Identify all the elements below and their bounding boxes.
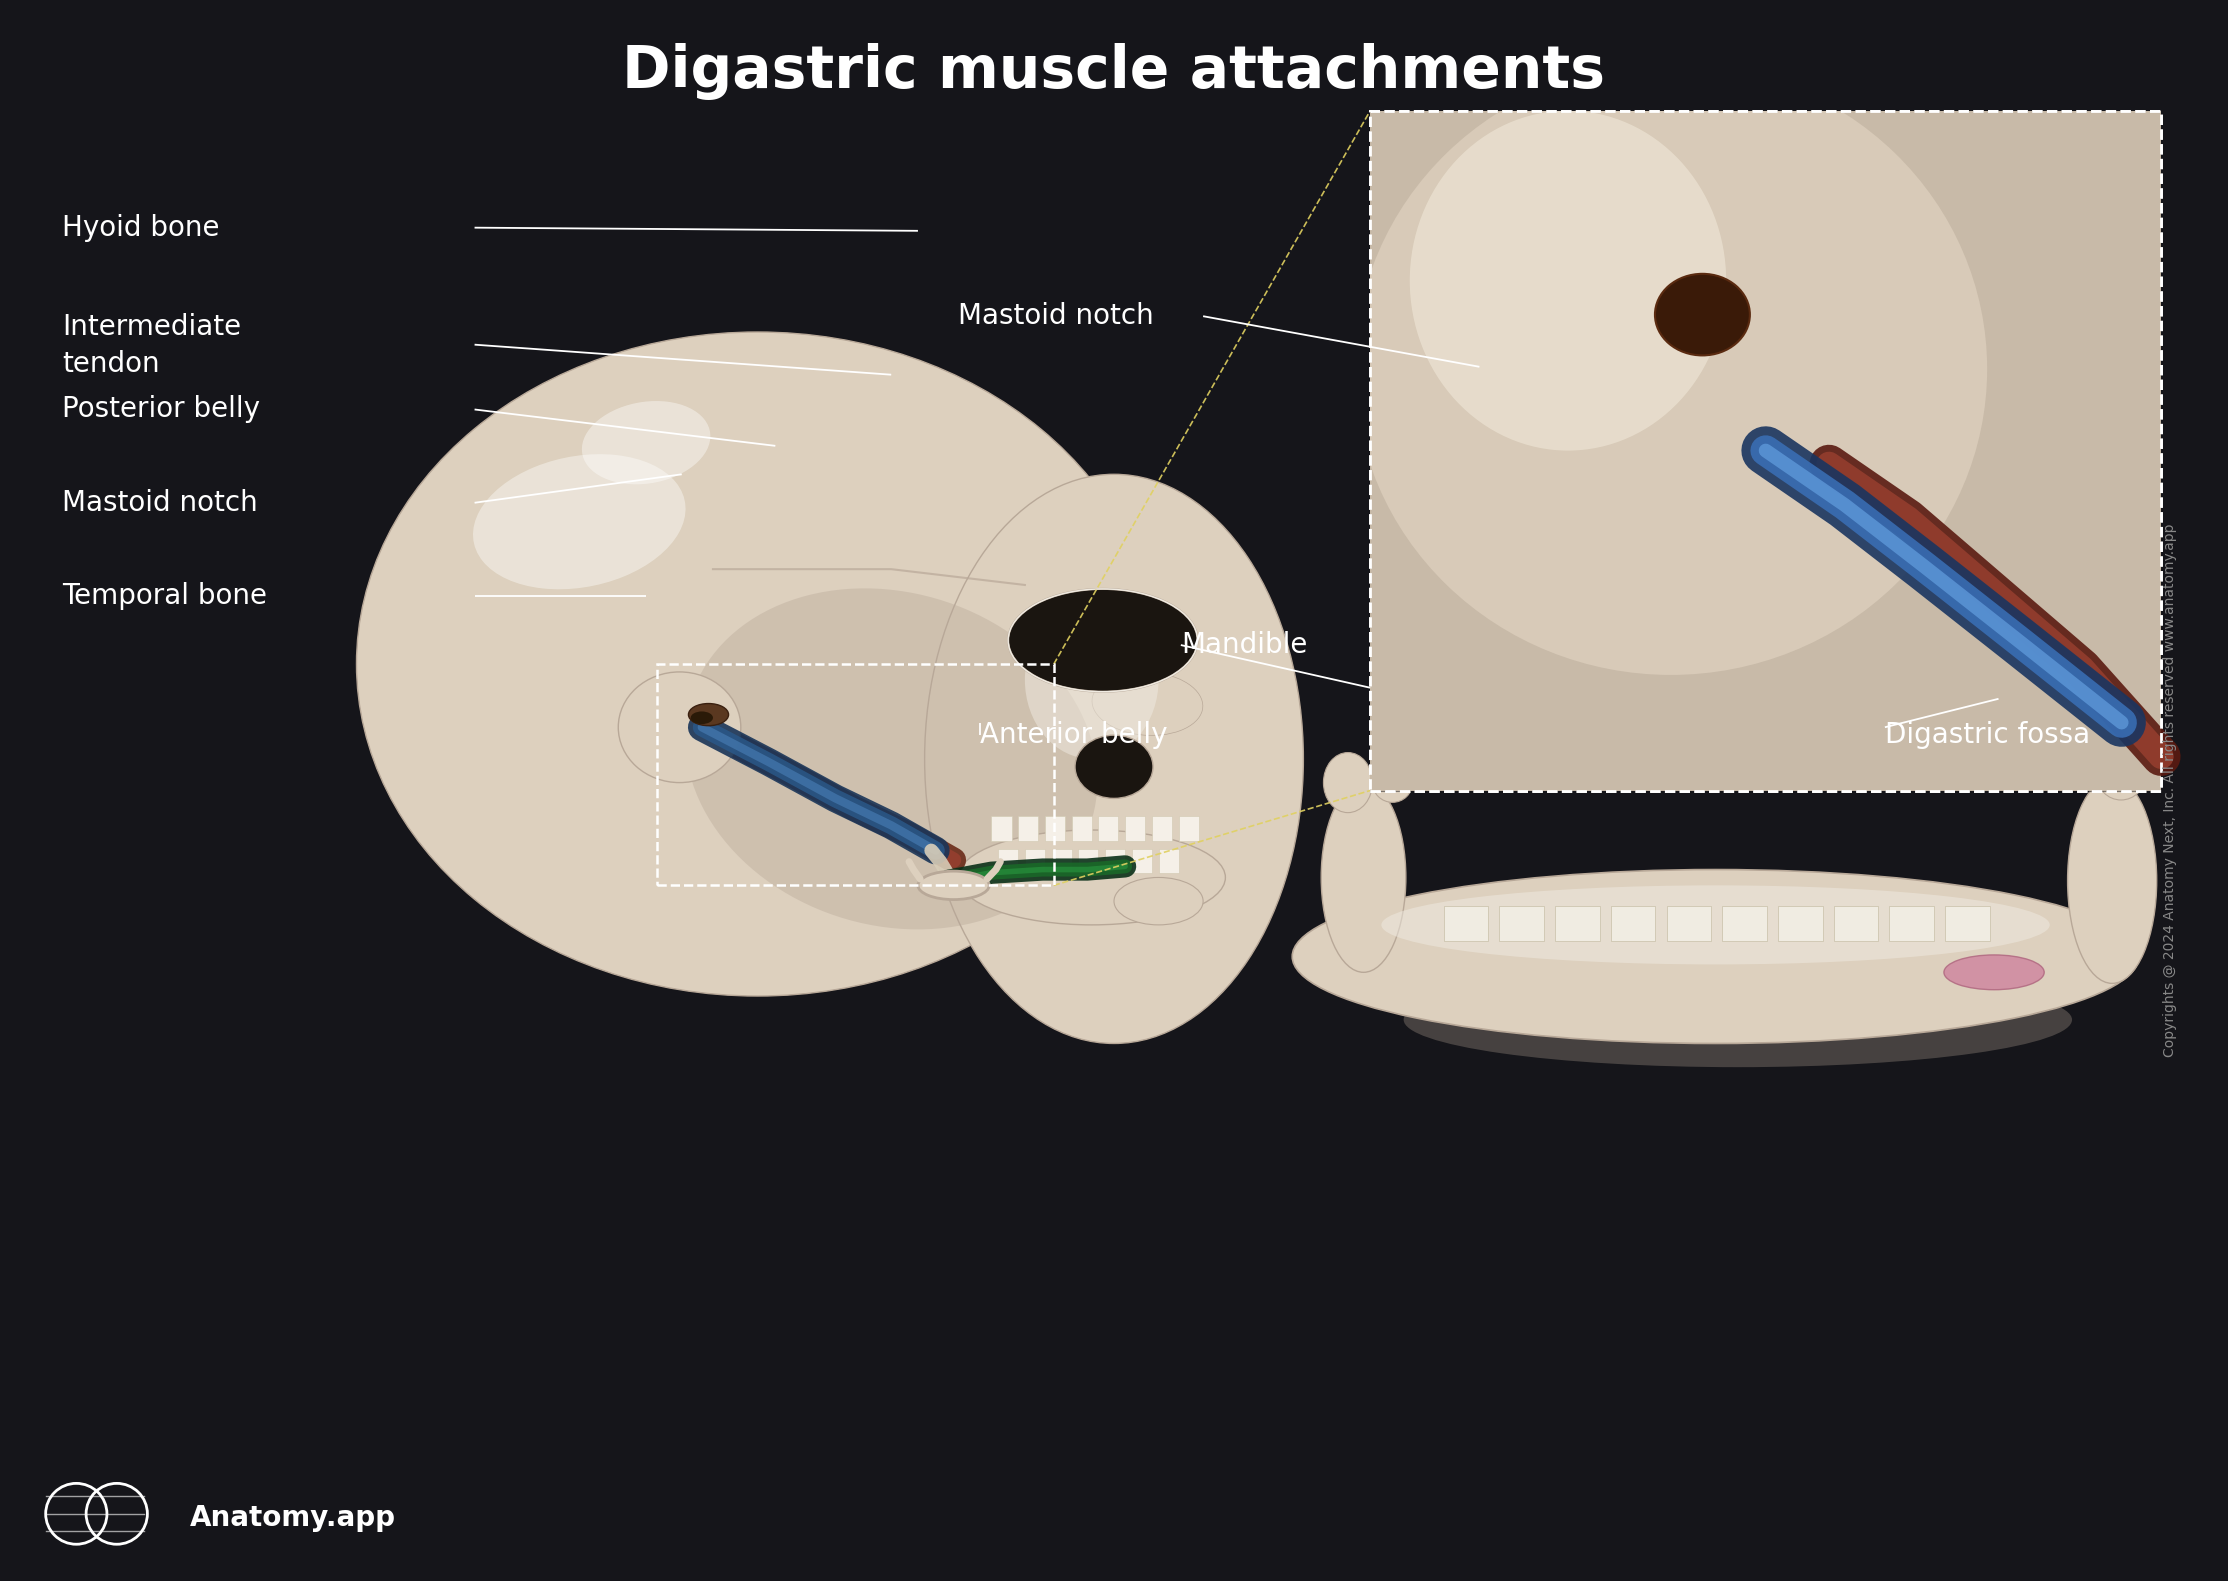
Ellipse shape xyxy=(1372,762,1413,803)
Bar xyxy=(1052,849,1072,873)
Text: Mandible: Mandible xyxy=(1181,631,1308,659)
Text: Digastric fossa: Digastric fossa xyxy=(1885,721,2090,749)
Bar xyxy=(1555,906,1600,941)
Bar xyxy=(1370,111,2161,790)
Text: Anatomy.app: Anatomy.app xyxy=(189,1504,394,1532)
Text: Copyrights @ 2024 Anatomy Next, Inc. All rights reserved www.anatomy.app: Copyrights @ 2024 Anatomy Next, Inc. All… xyxy=(2163,523,2177,1058)
Bar xyxy=(1078,849,1098,873)
Bar xyxy=(1132,849,1152,873)
Bar xyxy=(1667,906,1711,941)
Ellipse shape xyxy=(1655,274,1749,356)
Bar xyxy=(1018,816,1038,841)
Ellipse shape xyxy=(1381,885,2050,964)
FancyArrowPatch shape xyxy=(960,624,1223,648)
Bar xyxy=(998,849,1018,873)
Ellipse shape xyxy=(1092,672,1203,735)
Bar xyxy=(1105,849,1125,873)
Bar xyxy=(1045,816,1065,841)
Ellipse shape xyxy=(582,402,711,484)
Ellipse shape xyxy=(1025,601,1159,759)
Text: Anterior belly: Anterior belly xyxy=(980,721,1167,749)
Bar xyxy=(991,816,1012,841)
Ellipse shape xyxy=(1355,63,1987,675)
Bar xyxy=(1370,111,2161,790)
Text: Temporal bone: Temporal bone xyxy=(62,582,267,610)
Ellipse shape xyxy=(1292,870,2139,1043)
Bar xyxy=(1370,111,2161,790)
Bar xyxy=(1778,906,1823,941)
Bar xyxy=(657,664,1054,885)
Text: Hyoid bone: Hyoid bone xyxy=(62,213,221,242)
Bar xyxy=(1179,816,1199,841)
Ellipse shape xyxy=(1114,877,1203,925)
Ellipse shape xyxy=(1404,972,2072,1067)
Ellipse shape xyxy=(925,474,1303,1043)
Text: Mastoid notch: Mastoid notch xyxy=(62,489,258,517)
Ellipse shape xyxy=(2097,749,2146,800)
Text: Digastric muscle attachments: Digastric muscle attachments xyxy=(622,43,1606,100)
Ellipse shape xyxy=(472,454,686,590)
Ellipse shape xyxy=(691,711,713,724)
Bar xyxy=(1125,816,1145,841)
Bar xyxy=(1611,906,1655,941)
Bar xyxy=(1098,816,1118,841)
Ellipse shape xyxy=(619,672,740,783)
Ellipse shape xyxy=(918,871,989,900)
Ellipse shape xyxy=(684,588,1098,930)
Bar xyxy=(1072,816,1092,841)
Bar xyxy=(1152,816,1172,841)
Text: Posterior belly: Posterior belly xyxy=(62,395,261,424)
Bar xyxy=(1722,906,1767,941)
Text: tendon: tendon xyxy=(62,349,160,378)
Bar xyxy=(1945,906,1990,941)
Text: Mastoid notch: Mastoid notch xyxy=(958,302,1154,330)
Ellipse shape xyxy=(356,332,1159,996)
Ellipse shape xyxy=(688,704,729,726)
Bar xyxy=(1889,906,1934,941)
Ellipse shape xyxy=(1007,588,1199,692)
Ellipse shape xyxy=(958,830,1225,925)
Ellipse shape xyxy=(1321,783,1406,972)
Text: Intermediate: Intermediate xyxy=(62,313,241,341)
Ellipse shape xyxy=(2068,778,2157,983)
FancyArrowPatch shape xyxy=(960,624,1223,648)
Ellipse shape xyxy=(1323,753,1372,813)
Ellipse shape xyxy=(1076,735,1154,798)
Bar xyxy=(1444,906,1488,941)
Bar xyxy=(1159,849,1179,873)
Ellipse shape xyxy=(1410,111,1727,451)
Bar xyxy=(1834,906,1878,941)
Bar xyxy=(1025,849,1045,873)
Bar xyxy=(1499,906,1544,941)
Ellipse shape xyxy=(1943,955,2045,990)
